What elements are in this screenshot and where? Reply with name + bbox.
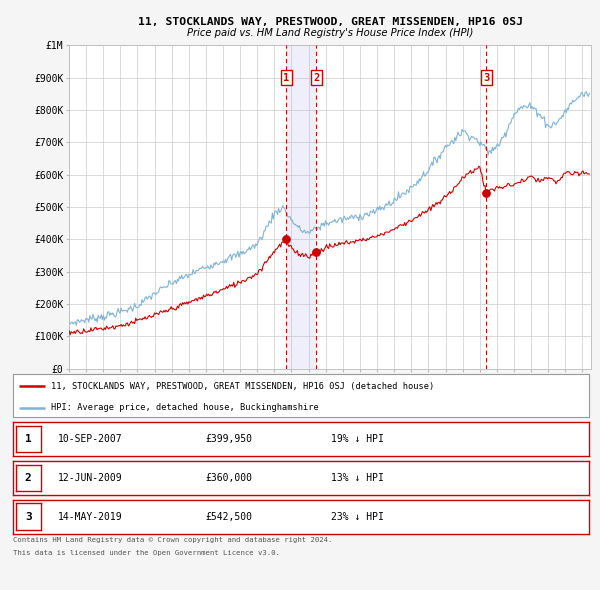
Text: 2: 2 xyxy=(313,73,319,83)
Text: 14-MAY-2019: 14-MAY-2019 xyxy=(58,512,123,522)
Text: 23% ↓ HPI: 23% ↓ HPI xyxy=(331,512,384,522)
Text: £542,500: £542,500 xyxy=(205,512,252,522)
Text: Contains HM Land Registry data © Crown copyright and database right 2024.: Contains HM Land Registry data © Crown c… xyxy=(13,537,332,543)
Text: 3: 3 xyxy=(25,512,32,522)
Text: 19% ↓ HPI: 19% ↓ HPI xyxy=(331,434,384,444)
Point xyxy=(311,248,321,257)
Text: 13% ↓ HPI: 13% ↓ HPI xyxy=(331,473,384,483)
Point xyxy=(481,189,491,198)
Point xyxy=(281,235,291,244)
Text: 10-SEP-2007: 10-SEP-2007 xyxy=(58,434,123,444)
Text: Price paid vs. HM Land Registry's House Price Index (HPI): Price paid vs. HM Land Registry's House … xyxy=(187,28,473,38)
Text: 12-JUN-2009: 12-JUN-2009 xyxy=(58,473,123,483)
Text: HPI: Average price, detached house, Buckinghamshire: HPI: Average price, detached house, Buck… xyxy=(50,403,319,412)
Text: £399,950: £399,950 xyxy=(205,434,252,444)
Text: £360,000: £360,000 xyxy=(205,473,252,483)
Text: 1: 1 xyxy=(25,434,32,444)
Text: This data is licensed under the Open Government Licence v3.0.: This data is licensed under the Open Gov… xyxy=(13,550,280,556)
Text: 1: 1 xyxy=(283,73,289,83)
Text: 3: 3 xyxy=(483,73,489,83)
Bar xyxy=(286,45,316,369)
Text: 11, STOCKLANDS WAY, PRESTWOOD, GREAT MISSENDEN, HP16 0SJ: 11, STOCKLANDS WAY, PRESTWOOD, GREAT MIS… xyxy=(137,17,523,27)
Text: 11, STOCKLANDS WAY, PRESTWOOD, GREAT MISSENDEN, HP16 0SJ (detached house): 11, STOCKLANDS WAY, PRESTWOOD, GREAT MIS… xyxy=(50,382,434,391)
Text: 2: 2 xyxy=(25,473,32,483)
